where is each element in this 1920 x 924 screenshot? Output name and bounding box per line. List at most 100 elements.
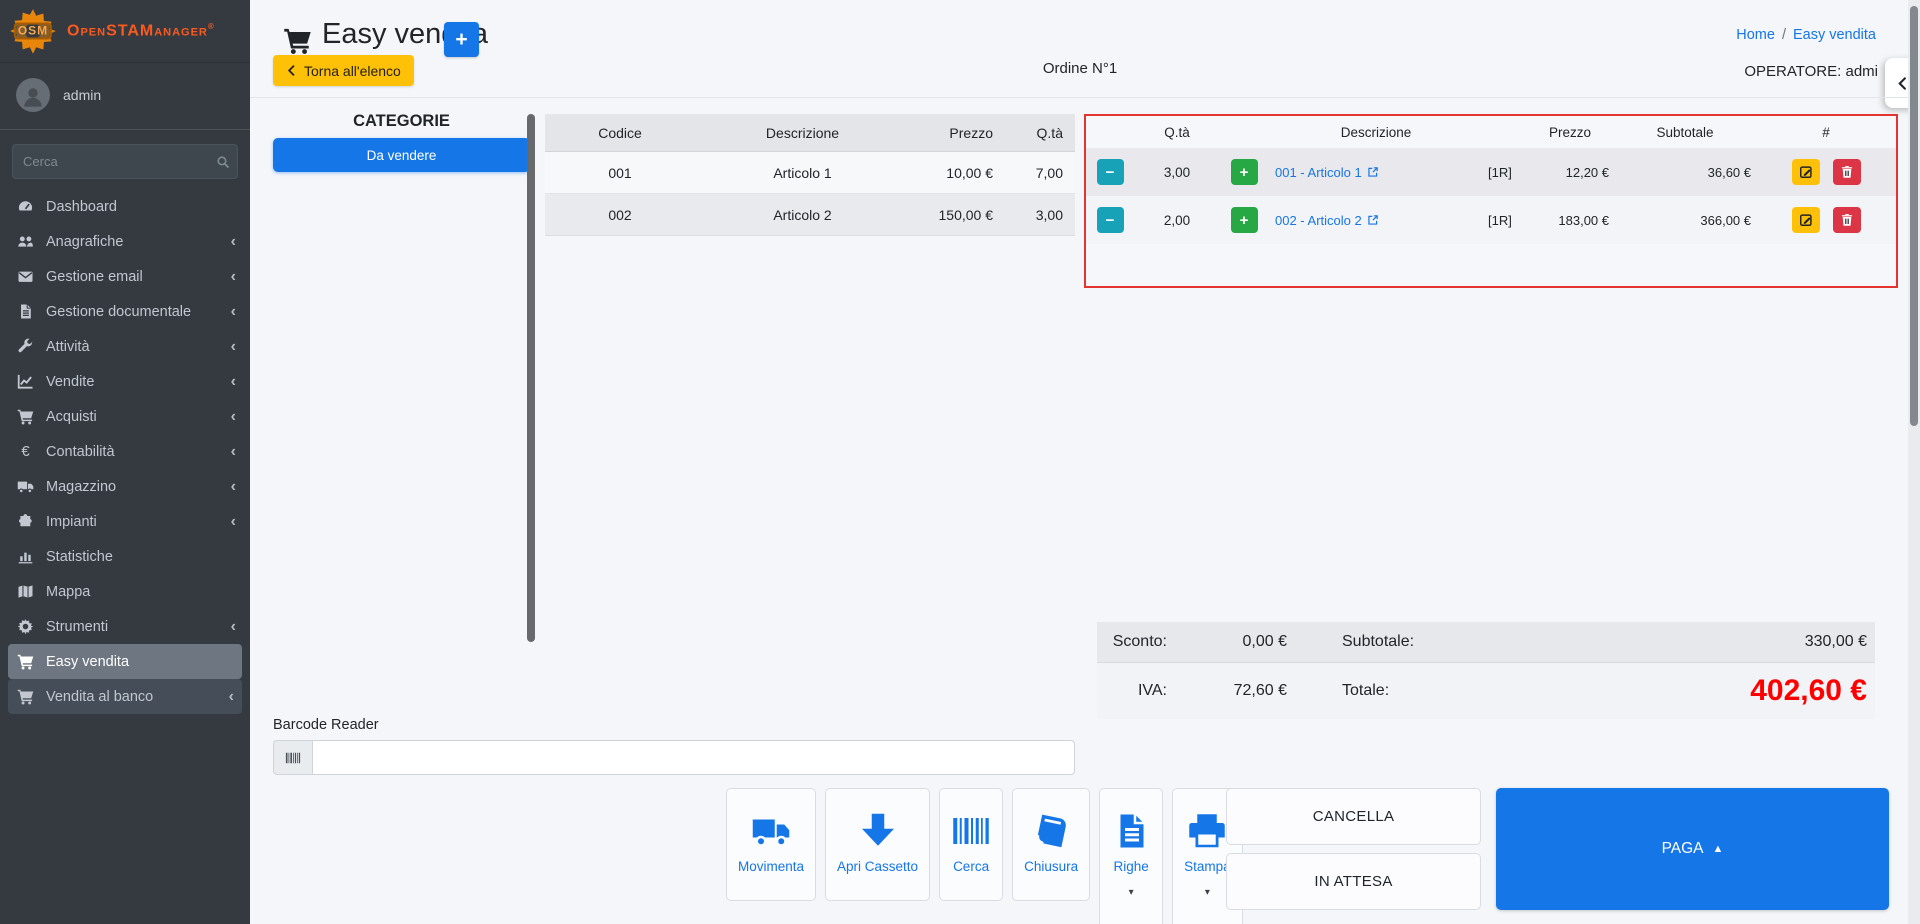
shopping-cart-icon <box>283 26 312 55</box>
total-value: 402,60 € <box>1750 674 1867 707</box>
product-row[interactable]: 001 Articolo 1 10,00 € 7,00 <box>545 152 1075 194</box>
sidebar: OSM OpenSTAManager® admin Dashboard Anag… <box>0 0 250 924</box>
totals-panel: Sconto: 0,00 € Subtotale: 330,00 € IVA: … <box>1097 622 1875 719</box>
article-link[interactable]: 002 - Articolo 2 <box>1268 213 1484 228</box>
sidebar-item-statistiche[interactable]: Statistiche <box>0 539 250 574</box>
sidebar-item-label: Contabilità <box>46 443 115 460</box>
cerca-button[interactable]: Cerca <box>939 788 1004 901</box>
decrease-qty-button[interactable]: − <box>1096 207 1124 233</box>
breadcrumb-home-link[interactable]: Home <box>1736 27 1775 43</box>
order-price: 183,00 € <box>1558 212 1609 228</box>
column-header: Prezzo <box>1548 124 1592 140</box>
sidebar-item-contabilita[interactable]: € Contabilità ‹ <box>0 434 250 469</box>
edit-row-button[interactable] <box>1791 207 1820 233</box>
product-row[interactable]: 002 Articolo 2 150,00 € 3,00 <box>545 194 1075 236</box>
trash-icon <box>1840 165 1854 179</box>
chevron-left-icon: ‹ <box>230 407 236 425</box>
truck-icon <box>751 811 791 851</box>
sidebar-item-strumenti[interactable]: Strumenti ‹ <box>0 609 250 644</box>
file-icon <box>16 303 35 320</box>
product-qty: 7,00 <box>1035 164 1063 181</box>
paga-button[interactable]: PAGA ▲ <box>1496 788 1889 910</box>
envelope-icon <box>16 268 35 285</box>
in-attesa-button[interactable]: IN ATTESA <box>1226 853 1481 910</box>
sidebar-item-vendite[interactable]: Vendite ‹ <box>0 364 250 399</box>
app-logo[interactable]: OSM OpenSTAManager® <box>0 0 250 63</box>
category-button-da-vendere[interactable]: Da vendere <box>273 138 530 172</box>
order-qty: 3,00 <box>1163 164 1191 180</box>
sidebar-item-dashboard[interactable]: Dashboard <box>0 189 250 224</box>
chiusura-button[interactable]: Chiusura <box>1012 788 1091 901</box>
sidebar-item-label: Mappa <box>46 583 91 600</box>
column-header: Q.tà <box>1164 124 1190 140</box>
cancella-button[interactable]: CANCELLA <box>1226 788 1481 845</box>
operator-label: OPERATORE: admi <box>1744 63 1878 80</box>
sidebar-item-mappa[interactable]: Mappa <box>0 574 250 609</box>
registered-mark: ® <box>207 21 215 31</box>
barcode-input[interactable] <box>312 740 1075 775</box>
edit-row-button[interactable] <box>1791 159 1820 185</box>
increase-qty-button[interactable]: + <box>1230 207 1258 233</box>
sidebar-item-attivita[interactable]: Attività ‹ <box>0 329 250 364</box>
edit-pencil-icon <box>1799 213 1813 227</box>
back-to-list-button[interactable]: Torna all'elenco <box>273 55 414 86</box>
scrollbar-thumb[interactable] <box>527 114 535 642</box>
movimenta-button[interactable]: Movimenta <box>726 788 817 901</box>
order-table-header: Q.tà Descrizione Prezzo Subtotale # <box>1086 116 1896 148</box>
order-subtotal: 36,60 € <box>1707 164 1751 180</box>
righe-dropdown-button[interactable]: Righe ▾ <box>1099 788 1164 924</box>
product-description: Articolo 2 <box>773 206 832 223</box>
sidebar-item-label: Magazzino <box>46 478 117 495</box>
scrollbar-thumb[interactable] <box>1910 6 1918 426</box>
shopping-cart-icon <box>16 408 35 425</box>
sidebar-item-label: Dashboard <box>46 198 117 215</box>
order-tag: [1R] <box>1488 164 1512 180</box>
sidebar-item-label: Vendita al banco <box>46 688 154 705</box>
order-qty: 2,00 <box>1163 212 1191 228</box>
product-code: 001 <box>608 164 632 181</box>
euro-icon: € <box>21 443 30 460</box>
puzzle-icon <box>16 513 35 530</box>
vat-value: 72,60 € <box>1233 682 1287 699</box>
delete-row-button[interactable] <box>1832 207 1861 233</box>
sidebar-item-acquisti[interactable]: Acquisti ‹ <box>0 399 250 434</box>
sidebar-item-anagrafiche[interactable]: Anagrafiche ‹ <box>0 224 250 259</box>
product-description: Articolo 1 <box>773 164 832 181</box>
delete-row-button[interactable] <box>1832 159 1861 185</box>
products-table-header: Codice Descrizione Prezzo Q.tà <box>545 114 1075 152</box>
column-header: Q.tà <box>1036 124 1063 141</box>
search-input[interactable] <box>12 144 209 179</box>
chevron-left-icon <box>286 64 297 77</box>
sidebar-item-gestione-documentale[interactable]: Gestione documentale ‹ <box>0 294 250 329</box>
action-toolbar: Movimenta Apri Cassetto Cerca Chiusura R… <box>726 788 1243 924</box>
order-price: 12,20 € <box>1565 164 1609 180</box>
plus-icon: + <box>1239 211 1249 229</box>
increase-qty-button[interactable]: + <box>1230 159 1258 185</box>
decrease-qty-button[interactable]: − <box>1096 159 1124 185</box>
breadcrumb-current-link[interactable]: Easy vendita <box>1792 27 1876 43</box>
order-number: Ordine N°1 <box>1042 60 1118 77</box>
column-header: Descrizione <box>1340 124 1412 140</box>
sidebar-item-gestione-email[interactable]: Gestione email ‹ <box>0 259 250 294</box>
column-header: Subtotale <box>1656 124 1714 140</box>
search-button[interactable] <box>209 144 238 179</box>
sidebar-item-magazzino[interactable]: Magazzino ‹ <box>0 469 250 504</box>
chevron-left-icon: ‹ <box>230 442 236 460</box>
add-order-button[interactable]: + <box>444 22 479 57</box>
users-icon <box>16 233 35 250</box>
sidebar-item-impianti[interactable]: Impianti ‹ <box>0 504 250 539</box>
apri-cassetto-button[interactable]: Apri Cassetto <box>825 788 931 901</box>
sidebar-item-easy-vendita[interactable]: Easy vendita <box>8 644 242 679</box>
sidebar-item-label: Anagrafiche <box>46 233 124 250</box>
sidebar-item-vendita-al-banco[interactable]: Vendita al banco ‹ <box>8 679 242 714</box>
subtotal-label: Subtotale: <box>1342 633 1415 650</box>
column-header: # <box>1822 124 1830 140</box>
minus-icon: − <box>1105 211 1115 229</box>
column-header: Codice <box>598 124 642 141</box>
article-link[interactable]: 001 - Articolo 1 <box>1268 165 1484 180</box>
edit-pencil-icon <box>1799 165 1813 179</box>
sidebar-item-label: Gestione email <box>46 268 143 285</box>
user-name: admin <box>63 87 102 103</box>
book-icon <box>1031 811 1071 851</box>
